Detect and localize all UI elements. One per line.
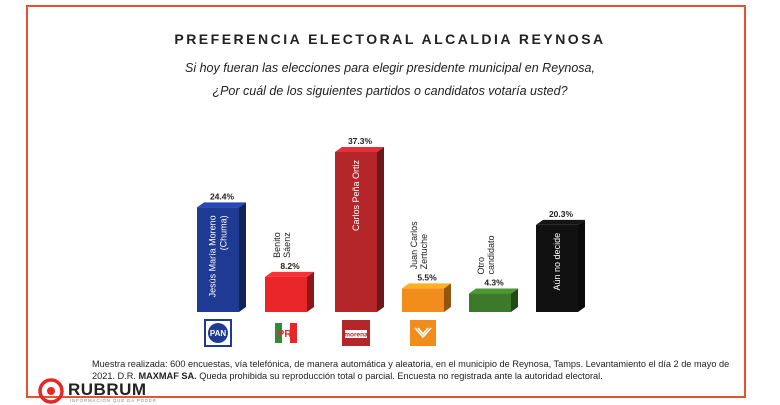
- chart-subtitle-line-2: ¿Por cuál de los siguientes partidos o c…: [212, 84, 568, 98]
- mc-logo-mark: [414, 327, 432, 339]
- data-label-1: 8.2%: [280, 261, 300, 271]
- bar-top-1: [265, 271, 314, 277]
- data-label-0: 24.4%: [210, 191, 235, 201]
- bar-5: [536, 224, 578, 312]
- data-label-4: 4.3%: [484, 278, 504, 288]
- category-label-0-line-0: Jesús María Moreno: [208, 215, 218, 297]
- bar-side-0: [239, 202, 246, 312]
- bar-4: [469, 293, 511, 312]
- category-label-1-line-1: Sáenz: [282, 232, 292, 258]
- pan-logo-text: PAN: [210, 329, 227, 338]
- methodology-note-line-1: Muestra realizada: 600 encuestas, vía te…: [92, 359, 730, 369]
- methodology-note-line-2-start: 2021. D.R.: [92, 371, 139, 381]
- chart-subtitle-line-1: Si hoy fueran las elecciones para elegir…: [185, 61, 595, 75]
- category-label-2-line-0: Carlos Peña Ortiz: [351, 160, 361, 232]
- methodology-note: Muestra realizada: 600 encuestas, vía te…: [92, 358, 732, 382]
- category-label-3-line-1: Zertuche: [419, 234, 429, 270]
- bar-top-5: [536, 219, 585, 225]
- category-label-4-line-0: Otro: [476, 257, 486, 275]
- methodology-note-line-2-end: Queda prohibida su reproducción total o …: [196, 371, 603, 381]
- bar-side-3: [444, 283, 451, 312]
- chart-frame: [26, 5, 746, 398]
- category-label-3-line-0: Juan Carlos: [409, 221, 419, 270]
- bar-top-2: [335, 147, 384, 152]
- copyright-holder: MAXMAF SA.: [138, 371, 197, 381]
- methodology-note-line-2: 2021. D.R. MAXMAF SA. Queda prohibida su…: [92, 370, 732, 382]
- data-label-5: 20.3%: [549, 209, 574, 219]
- bar-3: [402, 288, 444, 312]
- pri-logo-text: PRI: [278, 329, 295, 340]
- bar-top-0: [197, 202, 246, 208]
- bar-top-3: [402, 283, 451, 289]
- category-label-1-line-0: Benito: [272, 232, 282, 258]
- bar-side-2: [377, 147, 384, 312]
- pri-logo-green: [275, 323, 282, 343]
- bar-side-4: [511, 288, 518, 312]
- brand-tagline: INFORMACIÓN QUE DA PODER: [70, 398, 157, 403]
- category-label-5-line-0: Aún no decide: [552, 233, 562, 291]
- category-label-4-line-1: candidato: [486, 236, 496, 275]
- rubrum-logo-icon: [38, 378, 64, 404]
- morena-logo-text: morena: [344, 332, 368, 339]
- bar-0: [197, 207, 239, 312]
- bar-1: [265, 276, 307, 312]
- bar-2: [335, 152, 377, 312]
- data-label-3: 5.5%: [417, 272, 437, 282]
- category-label-0-line-1: (Chuma): [219, 215, 229, 250]
- bar-side-1: [307, 271, 314, 312]
- chart-title: PREFERENCIA ELECTORAL ALCALDIA REYNOSA: [174, 31, 606, 47]
- data-label-2: 37.3%: [348, 136, 373, 146]
- pan-logo-circle: [208, 323, 228, 343]
- brand-name: RUBRUM: [68, 380, 147, 399]
- bar-top-4: [469, 288, 518, 294]
- pri-logo-red: [290, 323, 297, 343]
- morena-logo-band: [345, 330, 367, 338]
- bar-side-5: [578, 219, 585, 312]
